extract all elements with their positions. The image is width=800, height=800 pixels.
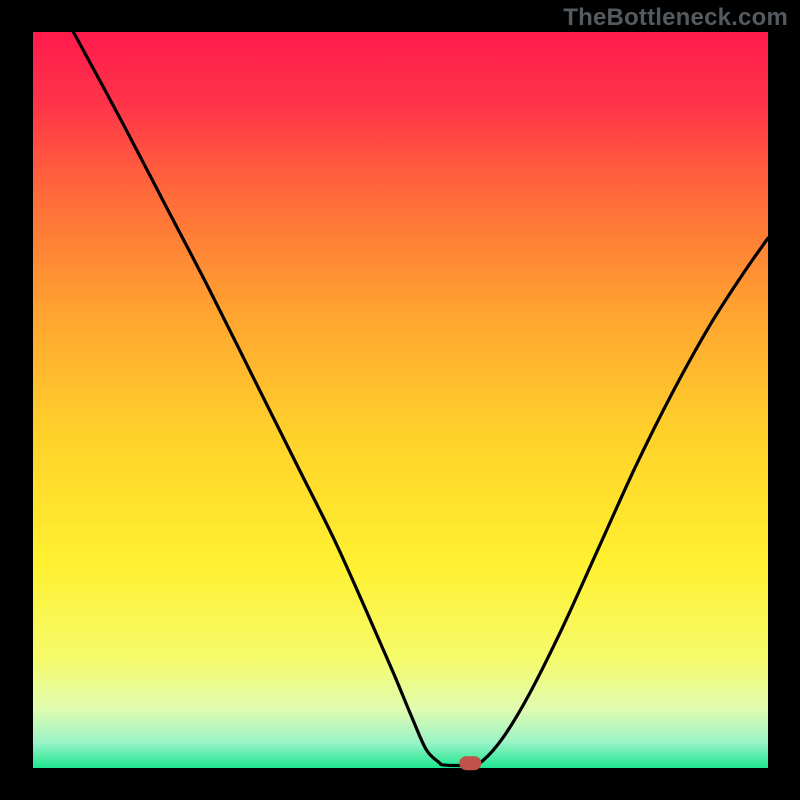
source-watermark: TheBottleneck.com [563,4,788,32]
chart-frame: TheBottleneck.com [0,0,800,800]
bottleneck-chart [0,0,800,800]
chart-background [33,32,768,768]
optimal-point-marker [459,756,481,770]
